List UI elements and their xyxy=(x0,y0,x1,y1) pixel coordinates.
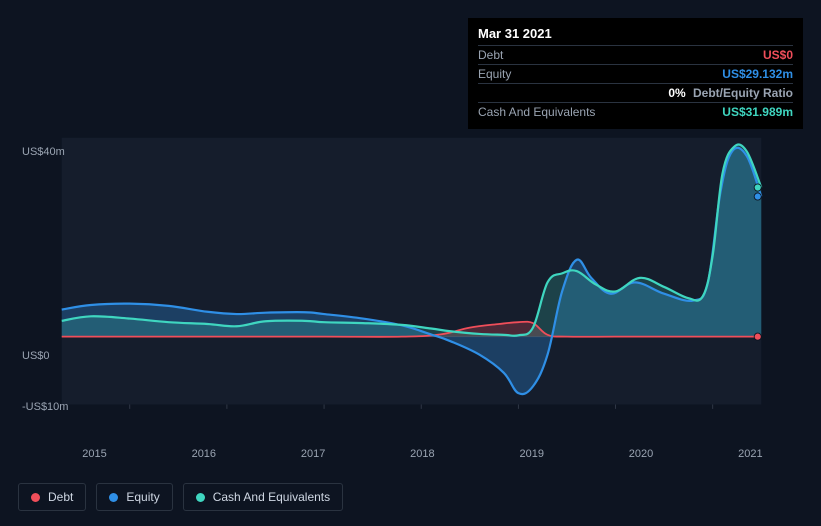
series-end-marker xyxy=(754,333,761,340)
tooltip-date: Mar 31 2021 xyxy=(478,26,793,41)
chart-legend: Debt Equity Cash And Equivalents xyxy=(18,483,343,511)
x-axis-label: 2021 xyxy=(738,448,762,460)
y-axis-label: US$0 xyxy=(22,350,50,362)
tooltip-rows: Debt US$0 Equity US$29.132m 0% Debt/Equity R… xyxy=(478,45,793,121)
legend-label: Cash And Equivalents xyxy=(213,490,330,504)
x-axis-label: 2017 xyxy=(301,448,325,460)
tooltip-row: Cash And Equivalents US$31.989m xyxy=(478,102,793,121)
series-end-marker xyxy=(754,193,761,200)
tooltip-row: 0% Debt/Equity Ratio xyxy=(478,83,793,102)
legend-dot-icon xyxy=(109,493,118,502)
tooltip-row-value: US$0 xyxy=(763,48,793,62)
x-axis-label: 2018 xyxy=(410,448,434,460)
tooltip-row-label: Cash And Equivalents xyxy=(478,105,595,119)
y-axis-label: -US$10m xyxy=(22,401,68,413)
tooltip-row-suffix: Debt/Equity Ratio xyxy=(690,86,793,100)
chart-container: -US$10mUS$0US$40m20152016201720182019202… xyxy=(18,120,805,440)
y-axis-label: US$40m xyxy=(22,146,65,158)
legend-item-equity[interactable]: Equity xyxy=(96,483,172,511)
legend-label: Equity xyxy=(126,490,159,504)
tooltip-row-label: Equity xyxy=(478,67,511,81)
x-axis-label: 2016 xyxy=(192,448,216,460)
chart-tooltip: Mar 31 2021 Debt US$0 Equity US$29.132m 0% D… xyxy=(468,18,803,129)
x-axis-label: 2015 xyxy=(82,448,106,460)
tooltip-row-value: 0% Debt/Equity Ratio xyxy=(668,86,793,100)
legend-item-cash-and-equivalents[interactable]: Cash And Equivalents xyxy=(183,483,343,511)
legend-item-debt[interactable]: Debt xyxy=(18,483,86,511)
legend-dot-icon xyxy=(196,493,205,502)
tooltip-row-value: US$29.132m xyxy=(722,67,793,81)
tooltip-row-value: US$31.989m xyxy=(722,105,793,119)
x-axis-label: 2019 xyxy=(519,448,543,460)
series-end-marker xyxy=(754,184,761,191)
tooltip-row: Debt US$0 xyxy=(478,45,793,64)
chart-svg[interactable] xyxy=(18,120,805,440)
tooltip-row-label: Debt xyxy=(478,48,503,62)
legend-dot-icon xyxy=(31,493,40,502)
legend-label: Debt xyxy=(48,490,73,504)
tooltip-row: Equity US$29.132m xyxy=(478,64,793,83)
x-axis-label: 2020 xyxy=(629,448,653,460)
